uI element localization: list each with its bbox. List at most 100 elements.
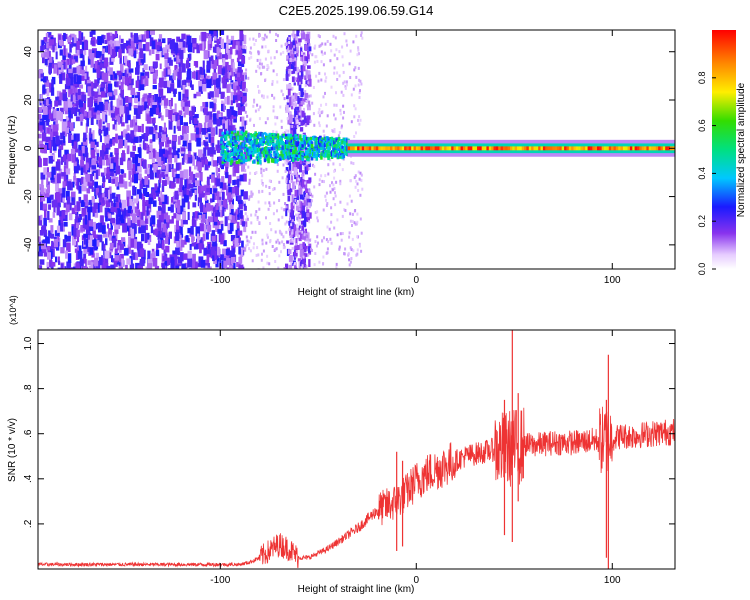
heatmap-cell: [130, 130, 135, 139]
heatmap-cell: [58, 220, 61, 229]
heatmap-cell: [217, 167, 221, 173]
heatmap-cell: [342, 148, 346, 152]
heatmap-cell: [143, 64, 148, 71]
heatmap-cell: [115, 204, 121, 213]
heatmap-cell: [195, 133, 200, 142]
heatmap-cell: [144, 233, 148, 243]
heatmap-cell: [317, 111, 320, 115]
heatmap-cell: [216, 178, 221, 187]
heatmap-cell: [335, 262, 338, 266]
signal-tone-cell: [425, 146, 428, 151]
heatmap-cell: [212, 215, 215, 223]
heatmap-cell: [157, 224, 161, 231]
heatmap-cell: [280, 125, 283, 129]
heatmap-cell: [295, 174, 298, 178]
heatmap-cell: [105, 101, 108, 111]
heatmap-cell: [223, 142, 227, 146]
heatmap-cell: [180, 115, 183, 125]
heatmap-cell: [269, 30, 271, 34]
heatmap-cell: [229, 138, 233, 144]
colorbar-label: Normalized spectral amplitude: [736, 82, 747, 217]
heatmap-cell: [213, 188, 218, 196]
heatmap-cell: [97, 192, 101, 198]
signal-tone-cell: [559, 146, 562, 151]
heatmap-cell: [220, 139, 223, 142]
heatmap-cell: [308, 246, 311, 253]
heatmap-cell: [139, 144, 142, 149]
heatmap-cell: [272, 130, 275, 133]
heatmap-cell: [355, 253, 358, 257]
heatmap-cell: [220, 139, 223, 144]
heatmap-cell: [254, 213, 257, 217]
heatmap-cell: [106, 265, 111, 269]
heatmap-cell: [217, 199, 222, 207]
heatmap-cell: [290, 152, 294, 158]
heatmap-cell: [133, 33, 138, 43]
heatmap-cell: [281, 215, 284, 219]
signal-tone-cell: [542, 146, 546, 151]
heatmap-cell: [332, 154, 335, 158]
heatmap-cell: [300, 141, 303, 145]
heatmap-cell: [45, 142, 50, 150]
heatmap-cell: [127, 60, 130, 67]
heatmap-cell: [314, 172, 317, 176]
heatmap-cell: [326, 202, 329, 206]
heatmap-cell: [125, 264, 128, 269]
heatmap-cell: [358, 122, 361, 126]
colorbar-tick-label: 0.8: [697, 72, 707, 85]
heatmap-cell: [176, 205, 181, 213]
heatmap-cell: [303, 199, 306, 207]
heatmap-cell: [177, 233, 182, 239]
heatmap-cell: [68, 68, 73, 74]
heatmap-cell: [182, 186, 187, 197]
heatmap-cell: [111, 238, 117, 248]
heatmap-cell: [156, 45, 160, 51]
heatmap-cell: [76, 246, 79, 251]
heatmap-cell: [333, 187, 336, 191]
heatmap-cell: [354, 66, 357, 70]
heatmap-cell: [94, 39, 99, 44]
heatmap-cell: [276, 116, 279, 120]
signal-tone-cell: [357, 146, 360, 151]
heatmap-cell: [320, 147, 323, 151]
heatmap-cell: [61, 172, 66, 177]
heatmap-cell: [56, 201, 61, 207]
signal-tone-cell: [615, 146, 619, 151]
heatmap-cell: [244, 110, 247, 114]
heatmap-cell: [302, 258, 306, 268]
heatmap-cell: [262, 141, 266, 145]
signal-tone-cell: [587, 146, 591, 151]
heatmap-cell: [64, 234, 67, 240]
heatmap-cell: [273, 56, 276, 60]
signal-tone-cell: [550, 146, 553, 151]
heatmap-cell: [232, 167, 236, 177]
heatmap-cell: [44, 79, 50, 87]
heatmap-cell: [232, 138, 235, 142]
heatmap-cell: [199, 243, 202, 254]
heatmap-cell: [77, 93, 83, 100]
heatmap-cell: [208, 133, 211, 143]
heatmap-cell: [196, 155, 200, 166]
heatmap-cell: [107, 208, 113, 214]
heatmap-cell: [49, 39, 54, 46]
heatmap-cell: [213, 79, 218, 85]
heatmap-cell: [301, 122, 305, 126]
heatmap-cell: [206, 60, 211, 70]
heatmap-cell: [143, 159, 147, 169]
heatmap-cell: [144, 31, 148, 39]
heatmap-cell: [149, 144, 153, 151]
heatmap-cell: [218, 114, 222, 119]
heatmap-cell: [152, 257, 158, 267]
heatmap-cell: [274, 115, 277, 119]
heatmap-cell: [242, 105, 246, 112]
heatmap-cell: [183, 112, 186, 118]
heatmap-cell: [38, 122, 43, 131]
heatmap-cell: [171, 140, 177, 150]
heatmap-cell: [139, 248, 145, 257]
heatmap-cell: [298, 200, 302, 209]
heatmap-cell: [116, 199, 121, 209]
heatmap-cell: [71, 268, 74, 269]
heatmap-cell: [64, 101, 68, 110]
heatmap-cell: [158, 137, 162, 145]
heatmap-cell: [270, 61, 273, 65]
